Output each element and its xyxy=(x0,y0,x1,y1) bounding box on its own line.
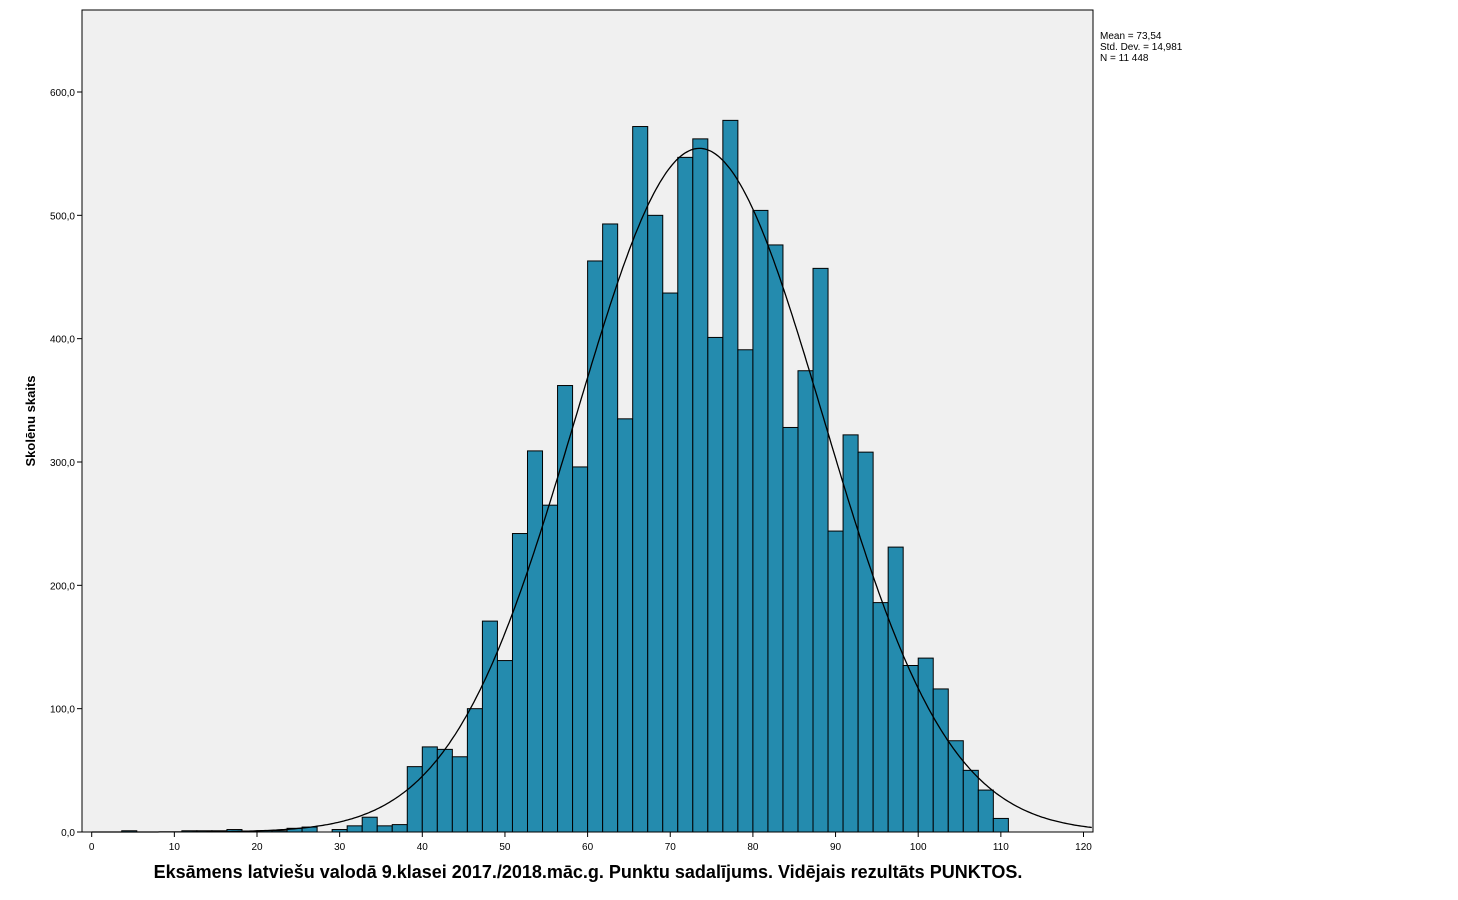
histogram-bar xyxy=(827,530,844,833)
histogram-bar xyxy=(902,665,919,833)
y-tick-label: 500,0 xyxy=(50,211,75,222)
histogram-bar xyxy=(436,748,453,833)
histogram-bar xyxy=(331,829,348,833)
histogram-bar xyxy=(617,418,634,833)
x-tick-label: 100 xyxy=(910,842,927,853)
histogram-bar xyxy=(722,119,739,833)
histogram-bar xyxy=(872,602,889,833)
x-tick-label: 20 xyxy=(251,842,263,853)
histogram-bar xyxy=(602,223,619,833)
histogram-bar xyxy=(542,504,559,833)
y-tick-label: 400,0 xyxy=(50,335,75,346)
histogram-bar xyxy=(496,660,513,833)
x-tick-label: 0 xyxy=(89,842,95,853)
x-tick-label: 50 xyxy=(499,842,511,853)
x-tick-label: 70 xyxy=(665,842,677,853)
histogram-bar xyxy=(572,466,589,833)
histogram-bar xyxy=(992,817,1009,833)
stat-std-dev: Std. Dev. = 14,981 xyxy=(1100,42,1183,53)
y-axis-label: Skolēnu skaits xyxy=(23,375,38,466)
x-tick-label: 120 xyxy=(1075,842,1092,853)
histogram-bar xyxy=(917,657,934,833)
x-tick-label: 110 xyxy=(993,842,1009,853)
histogram-bar xyxy=(271,830,288,833)
histogram-bar xyxy=(887,546,904,833)
histogram-bar xyxy=(782,426,799,833)
histogram-bar xyxy=(466,708,483,833)
histogram-bar xyxy=(632,126,649,833)
y-tick-label: 200,0 xyxy=(50,581,75,592)
histogram-bar xyxy=(752,209,769,833)
histogram-bar xyxy=(707,336,724,833)
normal-curve xyxy=(91,147,1092,833)
y-tick-label: 100,0 xyxy=(50,705,75,716)
histogram-bar xyxy=(526,450,544,833)
histogram-bar xyxy=(737,349,754,833)
y-tick-label: 600,0 xyxy=(50,88,75,99)
histogram-bar xyxy=(857,451,874,833)
histogram-bar xyxy=(962,769,979,833)
x-tick-label: 80 xyxy=(747,842,759,853)
x-tick-label: 10 xyxy=(169,842,181,853)
histogram-bar xyxy=(647,214,664,833)
histogram-bar xyxy=(797,370,814,833)
x-axis-label: Eksāmens latviešu valodā 9.klasei 2017./… xyxy=(154,862,1023,882)
histogram-bar xyxy=(842,434,859,833)
histogram-bar xyxy=(692,138,709,833)
histogram-bar xyxy=(421,746,438,833)
x-tick-label: 60 xyxy=(582,842,594,853)
histogram-bar xyxy=(587,260,604,833)
y-tick-label: 300,0 xyxy=(50,458,75,469)
x-tick-label: 40 xyxy=(417,842,429,853)
histogram-bar xyxy=(346,825,363,833)
histogram-bar xyxy=(947,740,964,833)
histogram-bar xyxy=(977,789,994,833)
histogram-bar xyxy=(677,156,694,833)
x-tick-label: 90 xyxy=(830,842,842,853)
histogram-bar xyxy=(932,688,949,833)
histogram-bar xyxy=(361,816,378,833)
stat-mean: Mean = 73,54 xyxy=(1100,31,1162,42)
histogram-bar xyxy=(391,824,408,833)
histogram-bar xyxy=(812,267,829,833)
x-axis: 0 10 20 30 40 50 60 70 80 90 100 110 120 xyxy=(89,832,1092,853)
histogram-bar xyxy=(481,620,498,833)
y-tick-label: 0,0 xyxy=(61,828,75,839)
histogram-bar xyxy=(406,766,423,833)
stat-n: N = 11 448 xyxy=(1100,53,1149,64)
bars-group xyxy=(121,119,1009,833)
histogram-bar xyxy=(451,756,468,833)
histogram-bar xyxy=(767,244,784,833)
x-tick-label: 30 xyxy=(334,842,346,853)
histogram-bar xyxy=(662,292,679,833)
histogram-bar xyxy=(376,825,393,833)
y-axis: 0,0 100,0 200,0 300,0 400,0 500,0 600,0 xyxy=(50,88,82,839)
